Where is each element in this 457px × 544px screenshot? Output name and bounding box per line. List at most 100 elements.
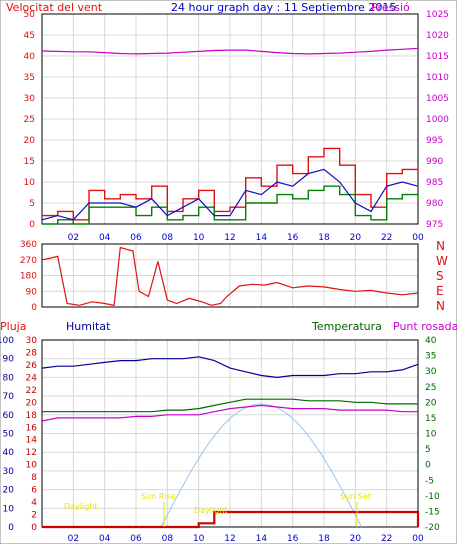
y-tick-label: 45 [24, 31, 35, 41]
humidity-tick-label: 10 [3, 504, 15, 514]
y2-tick-label: 995 [426, 136, 443, 146]
compass-label: N [436, 299, 445, 313]
rain-tick-label: 18 [26, 411, 38, 421]
rain-tick-label: 0 [31, 523, 37, 533]
y2-tick-label: 990 [426, 157, 443, 167]
wind-pressure-panel: 02 04 06 08 10 12 14 16 18 20 22 000510152025303540… [24, 10, 450, 243]
rain-tick-label: 2 [31, 511, 37, 521]
series-dew-point [41, 404, 418, 422]
x-tick-label: 10 [193, 233, 205, 243]
x-tick-label: 00 [412, 534, 424, 544]
temperature-tick-label: 10 [425, 430, 437, 440]
y2-tick-label: 980 [426, 199, 443, 209]
y2-tick-label: 1010 [426, 73, 449, 83]
temperature-tick-label: -15 [425, 507, 440, 517]
plot-frame [41, 13, 419, 225]
humidity-tick-label: 80 [3, 373, 15, 383]
rain-tick-label: 20 [26, 398, 38, 408]
x-tick-label: 10 [193, 534, 205, 544]
rain-tick-label: 4 [31, 498, 37, 508]
series-wind-average [41, 168, 419, 221]
x-tick-label: 16 [287, 534, 299, 544]
series-temperature [42, 398, 418, 413]
temperature-tick-label: 0 [425, 461, 431, 471]
temperature-axis-label: Temperatura [311, 320, 382, 333]
x-tick-label: 02 [68, 233, 79, 243]
humidity-tick-label: 20 [3, 486, 15, 496]
rain-tick-label: 8 [31, 473, 37, 483]
pressure-axis-label: Pressió [371, 1, 410, 14]
humidity-tick-label: 40 [3, 448, 15, 458]
graph-title: 24 hour graph day : 11 Septiembre 2015 [171, 1, 396, 14]
x-tick-label: 00 [412, 233, 424, 243]
plot-frame [41, 339, 419, 528]
compass-label: S [436, 269, 444, 283]
humidity-temperature-panel: 02 04 06 08 10 12 14 16 18 20 22 000102030405060708… [0, 336, 440, 544]
rain-tick-label: 22 [26, 386, 37, 396]
y-tick-label: 30 [24, 94, 36, 104]
y-tick-label: 25 [24, 115, 35, 125]
rain-tick-label: 28 [26, 348, 38, 358]
solar-annotation: Daylight [194, 506, 228, 515]
humidity-tick-label: 70 [3, 392, 15, 402]
humidity-tick-label: 0 [8, 523, 14, 533]
temperature-tick-label: 40 [425, 336, 437, 346]
humidity-axis-label: Humitat [66, 320, 111, 333]
x-tick-label: 12 [224, 233, 235, 243]
rain-tick-label: 6 [31, 486, 37, 496]
humidity-tick-label: 100 [0, 336, 14, 346]
y-tick-label: 20 [24, 136, 36, 146]
x-tick-label: 12 [224, 534, 235, 544]
solar-annotation: Sun Rise [141, 492, 176, 501]
series-wind-direction [41, 246, 419, 307]
compass-label: E [436, 284, 444, 298]
rain-tick-label: 14 [26, 436, 38, 446]
humidity-tick-label: 30 [3, 467, 15, 477]
rain-tick-label: 16 [26, 423, 38, 433]
rain-axis-label: Pluja [0, 320, 26, 333]
temperature-tick-label: -20 [425, 523, 440, 533]
y-tick-label: 10 [24, 178, 36, 188]
y-tick-label: 15 [24, 157, 35, 167]
dew-point-axis-label: Punt rosada [393, 320, 457, 333]
temperature-tick-label: 35 [425, 352, 436, 362]
y-tick-label: 270 [20, 256, 37, 266]
y-tick-label: 5 [29, 199, 35, 209]
temperature-tick-label: -10 [425, 492, 440, 502]
wind-speed-axis-label: Velocitat del vent [6, 1, 103, 14]
rain-tick-label: 12 [26, 448, 37, 458]
temperature-tick-label: 25 [425, 383, 436, 393]
x-tick-label: 22 [381, 534, 392, 544]
compass-label: W [436, 254, 448, 268]
y2-tick-label: 1005 [426, 94, 449, 104]
solar-annotation: Sun Set [340, 492, 371, 501]
temperature-tick-label: -5 [425, 476, 434, 486]
y2-tick-label: 1025 [426, 10, 449, 20]
y-tick-label: 40 [24, 52, 36, 62]
y-tick-label: 360 [20, 240, 37, 250]
y-tick-label: 50 [24, 10, 36, 20]
y2-tick-label: 975 [426, 220, 443, 230]
y2-tick-label: 1020 [426, 31, 449, 41]
y2-tick-label: 1000 [426, 115, 449, 125]
compass-label: N [436, 239, 445, 253]
temperature-tick-label: 5 [425, 445, 431, 455]
x-tick-label: 14 [256, 233, 268, 243]
rain-tick-label: 10 [26, 461, 38, 471]
humidity-tick-label: 60 [3, 411, 15, 421]
y2-tick-label: 985 [426, 178, 443, 188]
x-tick-label: 06 [130, 534, 142, 544]
x-tick-label: 06 [130, 233, 142, 243]
x-tick-label: 08 [162, 534, 174, 544]
rain-tick-label: 26 [26, 361, 38, 371]
y2-tick-label: 1015 [426, 52, 449, 62]
x-tick-label: 16 [287, 233, 299, 243]
x-tick-label: 20 [350, 534, 362, 544]
x-tick-label: 14 [256, 534, 268, 544]
x-tick-label: 20 [350, 233, 362, 243]
y-tick-label: 0 [31, 303, 37, 313]
x-tick-label: 18 [318, 233, 330, 243]
